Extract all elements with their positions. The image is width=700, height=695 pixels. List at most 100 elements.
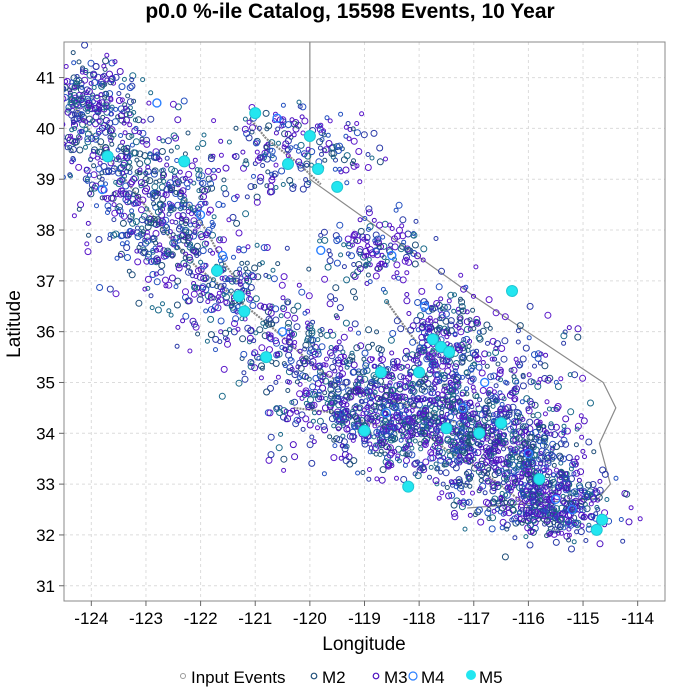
event-marker <box>414 472 422 480</box>
event-marker <box>519 355 527 363</box>
event-marker <box>493 397 499 403</box>
event-marker <box>562 329 568 335</box>
event-marker <box>392 449 398 455</box>
event-marker <box>482 490 488 496</box>
event-marker <box>338 252 344 258</box>
event-marker <box>577 468 585 476</box>
event-marker <box>122 182 130 190</box>
event-marker <box>185 185 191 191</box>
event-marker <box>377 430 385 438</box>
event-marker <box>179 216 185 222</box>
event-marker <box>457 453 463 459</box>
event-marker <box>383 384 389 390</box>
event-marker <box>342 166 350 174</box>
event-marker <box>151 192 159 200</box>
event-marker <box>501 313 509 321</box>
event-marker <box>395 201 403 209</box>
event-marker <box>411 402 417 408</box>
event-marker <box>26 118 30 122</box>
event-marker <box>595 493 603 501</box>
event-marker <box>419 464 427 472</box>
event-marker <box>349 161 355 167</box>
event-marker <box>119 187 125 193</box>
event-marker <box>356 374 364 382</box>
event-marker <box>418 323 426 331</box>
event-marker <box>349 408 357 416</box>
event-marker <box>454 435 460 440</box>
event-marker <box>477 518 485 526</box>
event-marker <box>108 97 114 103</box>
event-marker <box>399 232 407 240</box>
event-marker <box>208 184 216 192</box>
event-marker <box>284 298 292 306</box>
event-marker <box>438 296 444 302</box>
event-marker <box>135 225 140 231</box>
event-marker <box>519 399 525 405</box>
event-marker <box>540 465 548 473</box>
event-marker <box>464 309 470 315</box>
event-marker <box>232 277 240 285</box>
event-marker <box>526 302 534 310</box>
event-marker <box>122 130 128 136</box>
event-marker <box>242 160 250 168</box>
event-marker <box>249 273 257 281</box>
event-marker <box>491 389 497 395</box>
event-marker <box>466 475 472 481</box>
event-marker <box>426 327 432 333</box>
event-marker <box>272 316 280 324</box>
event-marker <box>157 242 163 248</box>
event-marker <box>340 433 346 439</box>
event-marker <box>505 411 513 419</box>
event-marker <box>356 248 364 256</box>
event-marker <box>258 344 266 352</box>
event-marker <box>151 167 159 175</box>
event-marker <box>540 434 548 442</box>
event-marker <box>475 402 481 408</box>
event-marker <box>586 522 592 528</box>
event-marker <box>367 356 374 364</box>
event-marker <box>330 381 338 389</box>
event-marker <box>336 221 344 229</box>
event-marker <box>231 153 237 159</box>
event-marker <box>498 495 504 501</box>
event-marker <box>210 153 216 159</box>
event-marker <box>101 63 107 69</box>
event-marker <box>287 345 293 351</box>
event-marker <box>489 514 497 522</box>
event-marker <box>435 427 441 433</box>
event-marker <box>168 274 176 282</box>
event-marker <box>378 385 386 393</box>
event-marker <box>70 50 76 56</box>
event-marker <box>491 440 497 446</box>
event-marker <box>90 118 95 124</box>
event-marker <box>418 446 424 452</box>
event-marker <box>534 382 542 390</box>
y-tick-label: 32 <box>36 526 55 545</box>
event-marker <box>353 344 361 352</box>
y-tick-label: 33 <box>36 475 55 494</box>
event-marker <box>596 486 604 494</box>
event-marker <box>367 415 375 423</box>
y-tick-label: 41 <box>36 69 55 88</box>
event-marker <box>455 476 463 484</box>
event-marker <box>474 319 480 325</box>
event-marker <box>512 535 518 541</box>
event-marker <box>253 330 259 336</box>
event-marker <box>458 303 466 311</box>
event-marker <box>321 275 329 283</box>
event-marker <box>90 99 96 105</box>
event-marker <box>333 411 341 419</box>
event-marker <box>362 359 370 367</box>
event-marker <box>164 137 172 145</box>
event-marker <box>272 360 280 367</box>
event-marker <box>455 456 463 464</box>
event-marker <box>133 125 139 131</box>
event-marker <box>573 469 581 477</box>
event-marker <box>134 258 142 266</box>
event-marker <box>360 411 366 417</box>
event-marker <box>546 374 554 382</box>
event-marker <box>561 525 567 531</box>
event-marker <box>402 462 408 468</box>
event-marker <box>561 423 567 429</box>
event-marker <box>186 243 194 251</box>
